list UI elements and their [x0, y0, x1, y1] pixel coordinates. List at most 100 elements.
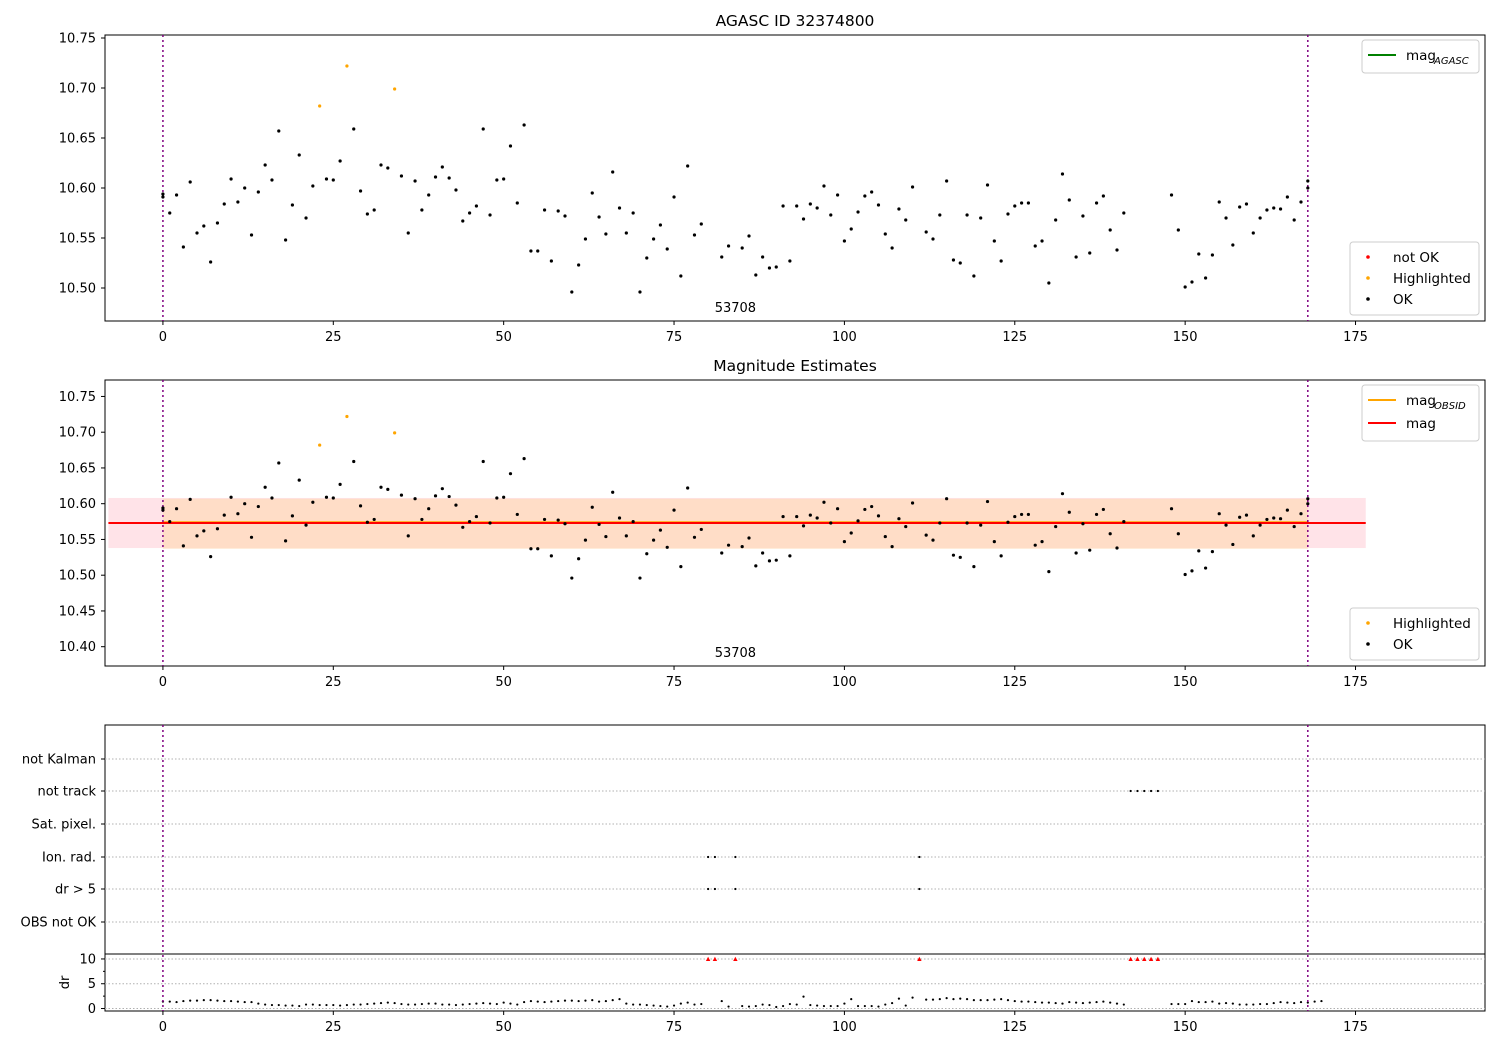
data-point-ok — [365, 212, 369, 216]
data-point-ok — [1203, 276, 1208, 280]
y-tick-label: 10.55 — [59, 232, 96, 247]
data-point-ok — [508, 472, 513, 476]
data-point-ok — [222, 202, 226, 206]
data-point-ok — [897, 517, 901, 521]
data-point-ok — [1306, 497, 1310, 501]
flag-label: Ion. rad. — [42, 851, 96, 866]
legend-dot-swatch — [1366, 621, 1370, 625]
dr-point — [495, 1002, 498, 1006]
data-point-ok — [1094, 512, 1099, 517]
dr-point — [516, 1003, 519, 1006]
data-point-ok — [161, 195, 165, 199]
data-point-ok — [1306, 186, 1310, 190]
data-point-ok — [338, 159, 342, 163]
data-point-ok — [1026, 201, 1031, 205]
flag-point — [1129, 789, 1132, 793]
data-point-ok — [283, 539, 288, 543]
legend-label: mag — [1406, 393, 1436, 409]
legend-dot-swatch — [1366, 276, 1370, 280]
data-point-ok — [433, 494, 438, 498]
data-point-ok — [508, 144, 513, 148]
data-point-ok — [863, 194, 867, 198]
data-point-ok — [590, 505, 594, 509]
data-point-ok — [577, 557, 581, 561]
data-point-ok — [570, 290, 574, 294]
dr-point — [720, 999, 723, 1003]
x-tick-label: 25 — [325, 330, 342, 345]
flag-label: OBS not OK — [21, 916, 97, 931]
legend-label: OK — [1393, 292, 1414, 308]
data-point-ok — [795, 204, 799, 208]
data-point-ok — [754, 273, 758, 277]
dr-point — [591, 998, 594, 1002]
data-point-ok — [692, 233, 697, 237]
data-point-ok — [174, 507, 179, 511]
data-point-ok — [651, 237, 656, 241]
data-point-ok — [1183, 572, 1187, 577]
dr-point — [802, 995, 805, 998]
data-point-ok — [215, 527, 220, 531]
dr-point — [863, 1004, 866, 1008]
data-point-ok — [440, 165, 444, 169]
data-point-ok — [999, 259, 1003, 263]
dr-point — [270, 1003, 274, 1007]
data-point-ok — [174, 193, 179, 197]
data-point-ok — [379, 163, 383, 167]
y-tick-label: 10 — [79, 952, 96, 967]
dr-point — [897, 997, 901, 1000]
dr-point — [781, 1004, 785, 1008]
data-point-ok — [338, 482, 342, 486]
data-point-ok — [413, 497, 417, 501]
dr-point — [747, 1005, 751, 1008]
dr-point — [1231, 1002, 1234, 1005]
data-point-ok — [1033, 543, 1037, 547]
dr-point — [1293, 1001, 1296, 1005]
x-tick-label: 75 — [666, 1020, 683, 1035]
data-point-ok — [686, 164, 690, 168]
data-point-ok — [597, 522, 601, 527]
dr-point — [359, 1003, 362, 1006]
dr-point — [1122, 1003, 1125, 1006]
data-point-ok — [754, 564, 758, 568]
data-point-highlighted — [393, 431, 397, 435]
obsid-annotation: 53708 — [715, 646, 756, 661]
x-tick-label: 175 — [1343, 1020, 1368, 1035]
data-point-ok — [951, 258, 956, 262]
data-point-ok — [679, 274, 683, 278]
data-point-ok — [740, 246, 744, 250]
dr-point — [1238, 1003, 1241, 1006]
data-point-ok — [161, 508, 165, 512]
dr-point — [291, 1004, 294, 1007]
data-point-ok — [822, 500, 826, 504]
dr-point — [229, 999, 233, 1003]
data-point-ok — [488, 521, 492, 525]
data-point-ok — [938, 521, 942, 525]
dr-point — [189, 999, 192, 1002]
data-point-ok — [658, 223, 663, 227]
data-point-ok — [256, 504, 260, 509]
data-point-ok — [638, 576, 642, 580]
dr-point — [1224, 1001, 1228, 1005]
dr-point — [543, 1000, 546, 1004]
dr-point — [775, 1005, 778, 1009]
data-point-ok — [870, 190, 874, 194]
data-point-ok — [249, 233, 254, 237]
dr-point — [666, 1005, 669, 1008]
x-tick-label: 25 — [325, 1020, 342, 1035]
data-point-ok — [243, 186, 247, 190]
dr-point — [1184, 1002, 1187, 1006]
dr-point — [638, 1003, 642, 1006]
legend-subscript: OBSID — [1434, 401, 1466, 412]
dr-point — [850, 998, 853, 1001]
data-point-ok — [222, 513, 226, 517]
data-point-ok — [679, 565, 683, 569]
data-point-ok — [774, 265, 778, 269]
legend-label: mag — [1406, 48, 1436, 64]
dr-point — [904, 1004, 907, 1007]
dr-point — [925, 998, 928, 1001]
data-point-ok — [890, 544, 894, 549]
dr-point — [618, 998, 621, 1001]
dr-point — [741, 1004, 744, 1008]
dr-point — [1306, 1001, 1309, 1004]
data-point-ok — [720, 551, 724, 555]
